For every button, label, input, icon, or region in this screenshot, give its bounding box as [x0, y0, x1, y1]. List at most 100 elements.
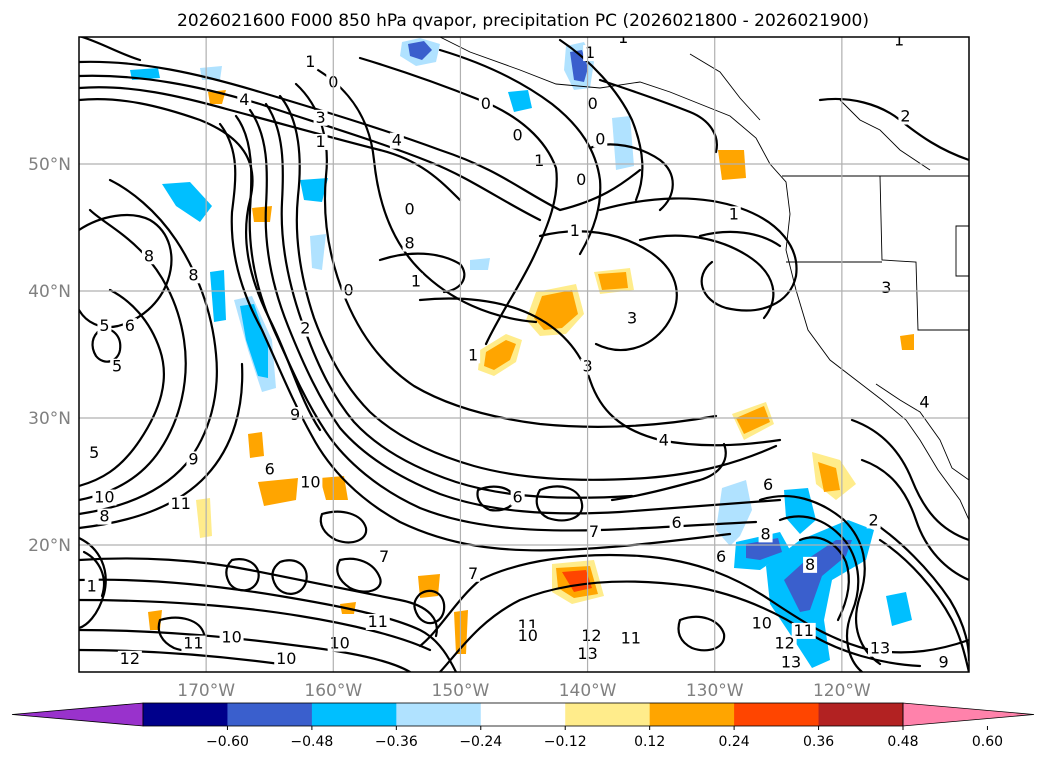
contour-label: 9	[290, 405, 300, 424]
contour-label-halo	[898, 108, 913, 125]
contour-label-halo	[593, 131, 608, 148]
contour-label-halo	[515, 627, 540, 644]
contour-label-halo	[585, 95, 600, 112]
contour-label-halo	[761, 476, 776, 493]
contour-label-halo	[779, 654, 803, 671]
shade-positive	[320, 476, 348, 500]
shade-negative	[470, 258, 490, 270]
contour-label-halo	[313, 133, 328, 150]
contour-label: 0	[404, 199, 414, 218]
contour-label-halo	[313, 109, 328, 126]
contour-label: 6	[125, 316, 135, 335]
contour-label: 4	[659, 430, 669, 449]
shade-negative	[300, 178, 328, 202]
contour-label-halo	[110, 358, 125, 375]
colorbar-tick-label: −0.60	[206, 734, 249, 750]
shade-negative	[162, 182, 212, 222]
colorbar-tick-label: 0.60	[972, 734, 1003, 750]
lon-tick-label: 170°W	[177, 681, 235, 701]
contour-label-halo	[579, 627, 604, 644]
contour-label: 1	[729, 204, 739, 223]
contour-label-halo	[714, 549, 729, 566]
contour-label: 9	[188, 449, 198, 468]
contour-label-halo	[97, 318, 112, 335]
contour-label-halo	[365, 614, 390, 631]
contour-label: 1	[534, 151, 544, 170]
contour-label-halo	[749, 615, 774, 632]
humidity-contours	[79, 37, 969, 672]
colorbar-tick-label: −0.36	[375, 734, 418, 750]
latitude-labels: 20°N 30°N 40°N 50°N	[28, 155, 71, 556]
shade-positive	[248, 432, 264, 458]
contour-label-halo	[478, 95, 493, 112]
colorbar-swatch	[649, 703, 735, 726]
contour-label: 8	[404, 234, 414, 253]
contour-label-halo	[772, 635, 797, 652]
shade-positive	[718, 150, 746, 180]
contour-label-halo	[237, 92, 252, 109]
colorbar-swatch	[311, 703, 397, 726]
contour-label: 11	[794, 621, 814, 640]
contour-label-halo	[84, 578, 99, 595]
shade-negative	[210, 270, 226, 322]
figure-title: 2026021600 F000 850 hPa qvapor, precipit…	[177, 11, 869, 31]
contour-label-halo	[868, 640, 892, 657]
shade-positive	[258, 478, 298, 506]
contour-label: 0	[343, 281, 353, 300]
contour-label: 0	[595, 129, 605, 148]
contour-label-halo	[936, 654, 951, 671]
contour-label-halo	[288, 407, 303, 423]
shade-negative	[240, 304, 268, 378]
contour-label: 10	[94, 488, 114, 507]
shade-negative	[716, 480, 752, 546]
colorbar-tick-label: 0.24	[719, 734, 750, 750]
contour-label: 1	[468, 345, 478, 364]
colorbar-tick-label: −0.12	[544, 734, 587, 750]
contour-label: 3	[315, 108, 325, 127]
contour-label: 1	[305, 52, 315, 71]
contour-label-halo	[389, 132, 404, 149]
contour-label-halo	[274, 650, 299, 667]
contour-label: 10	[300, 472, 320, 491]
colorbar-frame	[142, 702, 904, 727]
contour-label: 5	[112, 357, 122, 376]
shade-positive	[252, 206, 272, 222]
contour-label: 13	[870, 639, 890, 658]
contour-label: 11	[171, 494, 191, 513]
contour-label: 11	[368, 612, 388, 631]
contour-label: 6	[763, 475, 773, 494]
contour-label-halo	[303, 53, 318, 70]
contour-label: 12	[581, 626, 601, 645]
contour-label: 10	[221, 627, 241, 646]
contour-label-halo	[219, 629, 244, 646]
lon-tick-label: 150°W	[432, 681, 490, 701]
shade-negative	[784, 540, 852, 612]
contour-label: 3	[627, 308, 637, 327]
contour-label: 1	[315, 132, 325, 151]
contour-label-halo	[186, 451, 201, 468]
contour-label: 1	[585, 43, 595, 62]
contour-label-halo	[583, 45, 598, 62]
contour-label-halo	[669, 514, 684, 531]
shade-positive	[534, 290, 578, 330]
contour-label-halo	[262, 461, 277, 478]
contour-label: 10	[752, 613, 772, 632]
shade-negative	[408, 41, 432, 60]
shade-negative	[310, 234, 326, 270]
contour-label-halo	[625, 310, 640, 327]
contour-label: 7	[379, 547, 389, 566]
contour-label-halo	[466, 565, 481, 582]
contour-label-halo	[186, 267, 201, 284]
lon-tick-label: 140°W	[559, 681, 617, 701]
contour-label: 7	[468, 564, 478, 583]
shade-positive	[196, 498, 212, 538]
contour-label: 1	[570, 221, 580, 240]
contour-label: 2	[869, 510, 879, 529]
colorbar-swatch	[734, 703, 820, 726]
colorbar-extend-low	[11, 702, 144, 727]
colorbar: −0.60 −0.48 −0.36 −0.24 −0.12 0.12 0.24 0.36 0.4…	[11, 702, 1035, 750]
contour-label-halo	[402, 235, 417, 252]
